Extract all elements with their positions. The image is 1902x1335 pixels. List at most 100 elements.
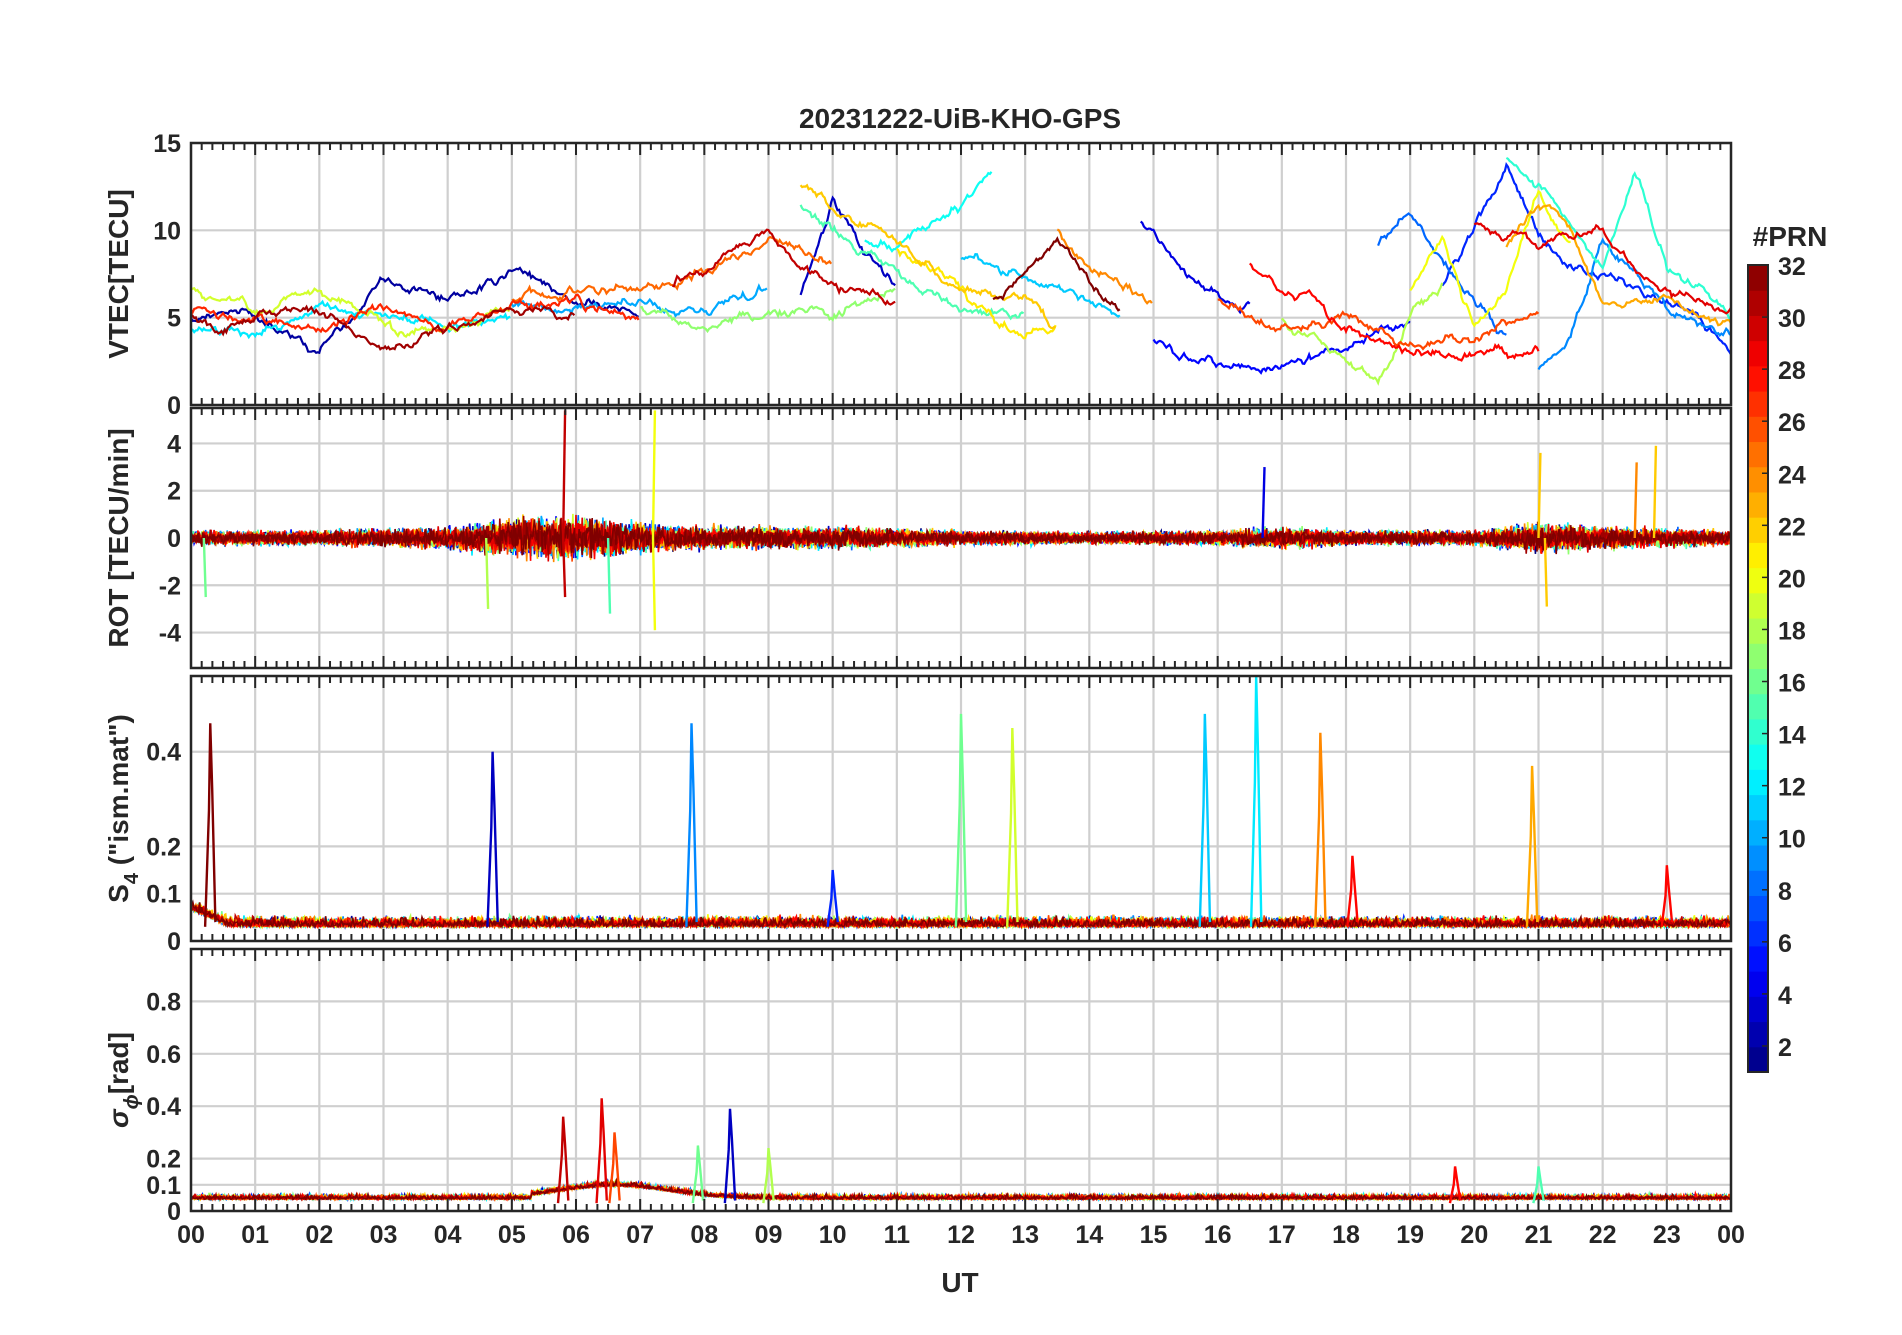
- y-axis-label-sigma_phi: σϕ[rad]: [103, 1032, 143, 1128]
- colorbar-tick-label: 20: [1778, 565, 1806, 593]
- colorbar-segment: [1748, 466, 1768, 493]
- x-tick-label: 21: [1525, 1221, 1553, 1249]
- s4-spike-prn-24: [1314, 732, 1327, 927]
- colorbar-segment: [1748, 391, 1768, 417]
- vtec-trace-prn-15: [799, 204, 1025, 321]
- y-tick-label: 0.1: [146, 881, 181, 909]
- s4-spike-prn-6: [826, 869, 839, 927]
- x-tick-label: 02: [305, 1221, 333, 1249]
- y-tick-label: 0.6: [146, 1041, 181, 1069]
- vtec-trace-prn-17: [640, 287, 896, 334]
- s4-spike-prn-28: [1660, 865, 1674, 927]
- y-tick-label: -4: [159, 620, 181, 648]
- s4-spike-prn-16: [954, 713, 968, 927]
- s4-spike-prn-23: [1525, 765, 1539, 927]
- panel-rot: -4 -2 0 2 4 ROT [TECU/min]: [103, 406, 1733, 670]
- y-tick-label: 0.4: [146, 739, 181, 767]
- s4-spike-prn-9: [685, 723, 698, 927]
- vtec-trace-prn-24: [1056, 228, 1153, 305]
- s4-spike-prn-11: [1198, 713, 1212, 927]
- y-tick-label: 0: [167, 928, 181, 956]
- vtec-trace-prn-3: [799, 195, 896, 296]
- series-rot: [191, 410, 1731, 631]
- x-tick-label: 08: [690, 1221, 718, 1249]
- colorbar-tick-label: 14: [1778, 722, 1806, 750]
- x-tick-label: 03: [370, 1221, 398, 1249]
- rot-spike-prn-22: [1537, 452, 1542, 539]
- colorbar-tick-label: 32: [1778, 253, 1806, 281]
- y-tick-label: 2: [167, 478, 181, 506]
- s4-spike-prn-19: [1006, 728, 1019, 927]
- vtec-trace-prn-32: [992, 236, 1121, 312]
- y-tick-label: 0.4: [146, 1093, 181, 1121]
- colorbar-segment: [1748, 517, 1768, 543]
- s4-spike-prn-32: [203, 723, 217, 927]
- colorbar-segment: [1748, 441, 1768, 468]
- x-ticks-vtec: [190, 143, 1732, 405]
- x-tick-label: 09: [755, 1221, 783, 1249]
- vtec-trace-prn-18: [1280, 282, 1444, 386]
- vtec-trace-prn-4: [1139, 220, 1251, 315]
- series-vtec: [191, 156, 1731, 386]
- sigma_phi-spike-prn-26: [608, 1132, 621, 1204]
- vtec-trace-prn-11: [960, 253, 1121, 318]
- y-axis-label-vtec: VTEC[TECU]: [103, 189, 134, 359]
- x-tick-label: 06: [562, 1221, 590, 1249]
- vtec-trace-prn-30: [671, 228, 896, 306]
- s4-trace-prn-32: [191, 899, 1731, 930]
- colorbar-tick-label: 28: [1778, 357, 1806, 385]
- x-tick-label: 12: [947, 1221, 975, 1249]
- sigma_phi-spike-prn-18: [762, 1147, 775, 1204]
- colorbar-segment: [1748, 870, 1768, 896]
- colorbar-tick-label: 30: [1778, 305, 1806, 333]
- colorbar-segment: [1748, 567, 1768, 594]
- x-tick-label: 15: [1140, 1221, 1168, 1249]
- rot-spike-prn-24: [1633, 462, 1638, 539]
- colorbar-segment: [1748, 744, 1768, 770]
- vtec-trace-prn-28: [1248, 262, 1540, 362]
- colorbar-tick-label: 22: [1778, 513, 1806, 541]
- colorbar-segment: [1748, 340, 1768, 367]
- x-tick-label: 18: [1332, 1221, 1360, 1249]
- x-tick-label: 00: [177, 1221, 205, 1249]
- colorbar-tick-label: 18: [1778, 617, 1806, 645]
- colorbar-segment: [1748, 794, 1768, 821]
- x-tick-label: 01: [241, 1221, 269, 1249]
- rot-spike-prn-18: [484, 537, 490, 609]
- s4-spike-prn-28: [1346, 855, 1359, 927]
- colorbar-segment: [1748, 668, 1768, 695]
- rot-spike-prn-20: [651, 410, 657, 539]
- panel-vtec: 0 5 10 15 VTEC[TECU]: [103, 130, 1733, 420]
- colorbar-title: #PRN: [1753, 221, 1828, 252]
- colorbar-frame: [1747, 264, 1769, 1073]
- vtec-trace-prn-9: [1537, 237, 1731, 371]
- y-tick-label: 0.2: [146, 1146, 181, 1174]
- rot-spike-prn-22: [1543, 537, 1549, 607]
- y-tick-label: 0: [167, 525, 181, 553]
- colorbar-segment: [1748, 542, 1768, 569]
- sigma_phi-spike-prn-29: [595, 1098, 608, 1204]
- x-tick-label: 14: [1075, 1221, 1103, 1249]
- x-tick-label: 22: [1589, 1221, 1617, 1249]
- colorbar-tick-label: 12: [1778, 774, 1806, 802]
- vtec-trace-prn-13: [864, 171, 993, 253]
- x-tick-label: 07: [626, 1221, 654, 1249]
- vtec-trace-prn-10: [510, 283, 768, 318]
- y-tick-label: 10: [153, 217, 181, 245]
- y-tick-label: 0.8: [146, 988, 181, 1016]
- y-axis-label-rot: ROT [TECU/min]: [103, 428, 134, 647]
- colorbar-segment: [1748, 643, 1768, 669]
- vtec-trace-prn-22: [799, 183, 1056, 330]
- rot-trace-prn-32: [191, 517, 1731, 559]
- sigma_phi-spike-prn-16: [691, 1145, 705, 1204]
- grid-sigma_phi: [189, 949, 1733, 1213]
- colorbar-tick-label: 26: [1778, 409, 1806, 437]
- x-tick-label: 11: [884, 1221, 911, 1249]
- x-tick-label: 23: [1653, 1221, 1681, 1249]
- colorbar-tick-label: 24: [1778, 461, 1806, 489]
- series-sigma_phi: [191, 1098, 1731, 1204]
- series-s4: [191, 676, 1731, 930]
